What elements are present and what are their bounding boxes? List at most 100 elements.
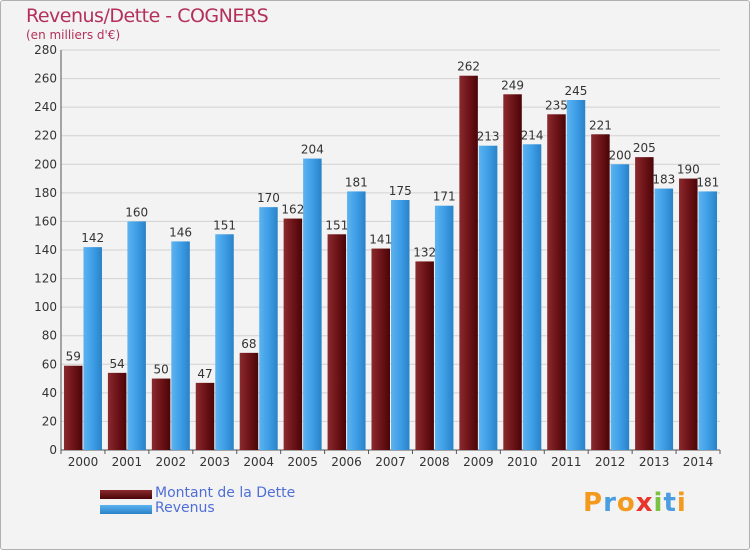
x-tick-label: 2005 — [287, 455, 318, 469]
bar-revenus — [171, 241, 190, 450]
data-label: 54 — [110, 357, 125, 371]
y-tick-label: 20 — [42, 414, 57, 428]
y-tick-label: 0 — [49, 443, 57, 457]
bar-dette — [591, 134, 610, 451]
data-label: 262 — [457, 60, 480, 74]
chart-subtitle: (en milliers d'€) — [26, 28, 121, 42]
bar-dette — [415, 261, 434, 450]
data-label: 141 — [369, 233, 392, 247]
data-label: 181 — [345, 175, 368, 189]
data-label: 200 — [608, 148, 631, 162]
y-tick-label: 260 — [34, 72, 57, 86]
data-label: 221 — [589, 118, 612, 132]
data-label: 142 — [81, 231, 104, 245]
bar-revenus — [83, 247, 102, 450]
legend-label-revenus: Revenus — [155, 500, 215, 516]
y-tick-label: 120 — [34, 272, 57, 286]
data-label: 151 — [213, 218, 236, 232]
bar-dette — [459, 75, 478, 450]
logo-letter: i — [653, 488, 664, 518]
data-label: 214 — [521, 128, 544, 142]
y-tick-label: 140 — [34, 243, 57, 257]
x-tick-label: 2010 — [507, 455, 538, 469]
bar-revenus — [522, 144, 542, 451]
x-tick-label: 2012 — [595, 455, 626, 469]
data-label: 151 — [325, 218, 348, 232]
legend-swatch-revenus — [100, 505, 152, 514]
data-label: 162 — [281, 203, 304, 217]
y-tick-label: 160 — [34, 214, 57, 228]
proxiti-logo: Proxiti — [583, 488, 687, 518]
data-label: 47 — [197, 367, 212, 381]
data-label: 171 — [433, 190, 456, 204]
logo-letter: t — [663, 488, 677, 518]
x-tick-label: 2002 — [156, 455, 187, 469]
data-label: 160 — [125, 205, 148, 219]
bar-revenus — [303, 158, 322, 451]
bar-revenus — [654, 188, 674, 451]
x-tick-label: 2000 — [68, 455, 99, 469]
bars — [63, 75, 718, 451]
data-label: 213 — [477, 130, 500, 144]
x-tick-label: 2007 — [375, 455, 406, 469]
y-tick-label: 40 — [42, 386, 57, 400]
logo-letter: i — [676, 488, 687, 518]
logo-letter: r — [603, 488, 617, 518]
bar-dette — [327, 234, 347, 450]
bar-revenus — [566, 100, 586, 450]
x-tick-label: 2009 — [463, 455, 494, 469]
chart-title: Revenus/Dette - COGNERS — [26, 5, 269, 27]
data-label: 181 — [696, 175, 719, 189]
y-tick-label: 80 — [42, 329, 57, 343]
data-label: 59 — [66, 350, 81, 364]
bar-dette — [239, 352, 259, 450]
x-tick-label: 2003 — [199, 455, 230, 469]
bar-revenus — [347, 191, 366, 450]
y-tick-label: 180 — [34, 186, 57, 200]
bar-revenus — [391, 200, 410, 450]
legend-swatch-dette — [100, 490, 152, 499]
bar-dette — [151, 378, 171, 450]
bar-revenus — [127, 221, 146, 450]
data-label: 245 — [565, 84, 588, 98]
y-tick-label: 60 — [42, 357, 57, 371]
bar-dette — [503, 94, 522, 451]
data-label: 204 — [301, 143, 324, 157]
bar-dette — [371, 248, 390, 450]
bar-revenus — [478, 145, 498, 450]
x-tick-label: 2014 — [683, 455, 714, 469]
bar-dette — [283, 218, 303, 450]
x-tick-label: 2004 — [243, 455, 274, 469]
bar-revenus — [215, 234, 234, 450]
data-label: 175 — [389, 184, 412, 198]
logo-letter: x — [635, 488, 654, 518]
logo-letter: P — [583, 488, 604, 518]
axes: 0 20 40 60 80 100 120 140 160 180 200 220 240 260 280 2… — [34, 43, 721, 469]
bar-revenus — [698, 191, 718, 450]
logo-letter: o — [616, 488, 636, 518]
data-label: 170 — [257, 191, 280, 205]
bar-dette — [195, 382, 215, 450]
y-tick-label: 280 — [34, 43, 57, 57]
bar-dette — [63, 365, 83, 450]
bar-revenus — [259, 207, 278, 450]
x-tick-label: 2011 — [551, 455, 582, 469]
legend-label-dette: Montant de la Dette — [155, 485, 296, 501]
x-tick-label: 2006 — [331, 455, 362, 469]
bar-dette — [679, 178, 698, 451]
data-label: 183 — [652, 173, 675, 187]
data-label: 249 — [501, 78, 524, 92]
grid-lines — [61, 49, 720, 451]
data-label: 235 — [545, 98, 568, 112]
data-label: 190 — [677, 163, 700, 177]
data-label: 146 — [169, 225, 192, 239]
bar-revenus — [434, 205, 454, 450]
y-tick-label: 100 — [34, 300, 57, 314]
data-label: 68 — [241, 337, 256, 351]
bar-dette — [547, 114, 566, 451]
x-tick-label: 2008 — [419, 455, 450, 469]
bar-dette — [635, 157, 654, 450]
bar-dette — [107, 372, 127, 450]
bar-revenus — [610, 164, 630, 451]
